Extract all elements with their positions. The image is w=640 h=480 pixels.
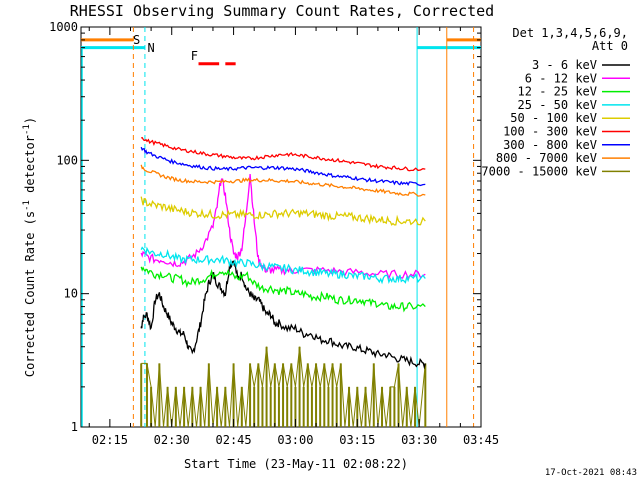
y-axis-label-sup: -1 [22,200,32,211]
chart-title: RHESSI Observing Summary Count Rates, Co… [70,2,494,20]
series-line-0 [140,260,426,370]
series-line-5 [141,136,426,172]
series-line-2 [140,266,426,313]
series-line-3 [140,246,426,285]
x-tick-label: 02:30 [154,433,190,447]
series-line-4 [140,196,426,226]
legend-label: 25 - 50 keV [518,98,597,112]
legend-label: 800 - 7000 keV [496,151,597,165]
x-tick-label: 02:45 [216,433,252,447]
legend-label: 3 - 6 keV [532,58,597,72]
x-tick-label: 03:45 [463,433,499,447]
series-line-7 [140,164,426,197]
x-axis-label: Start Time (23-May-11 02:08:22) [184,457,408,471]
annotation-s: S [133,33,140,47]
legend-label: 100 - 300 keV [503,125,597,139]
y-ticks: 1 10 100 1000 [49,20,481,434]
y-axis-label: Corrected Count Rate (s-1 detector-1) [22,117,37,377]
y-tick-label: 1000 [49,20,78,34]
x-tick-label: 03:30 [401,433,437,447]
series-lines [140,136,427,428]
legend-header-2: Att 0 [592,39,628,53]
legend-label: 6 - 12 keV [525,71,597,85]
y-tick-label: 1 [71,420,78,434]
legend-label: 50 - 100 keV [510,111,597,125]
y-axis-label-mid: detector [23,135,37,200]
legend-label: 12 - 25 keV [518,85,597,99]
y-tick-label: 10 [64,287,78,301]
annotation-n: N [147,41,154,55]
x-tick-label: 03:00 [277,433,313,447]
legend-label: 300 - 800 keV [503,138,597,152]
flag-segments [81,38,481,66]
x-tick-label: 03:15 [339,433,375,447]
y-axis-label-end: ) [23,117,37,124]
svg-text:Corrected Count Rate (s-1 dete: Corrected Count Rate (s-1 detector-1) [22,117,37,377]
annotations: SN F [133,33,198,63]
annotation-f: F [191,49,198,63]
plot-frame [80,26,482,428]
plot-border [80,26,482,428]
timestamp: 17-Oct-2021 08:43 [545,468,637,478]
y-tick-label: 100 [56,153,78,167]
y-axis-label-main: Corrected Count Rate (s [23,211,37,377]
legend-label: 7000 - 15000 keV [481,164,597,178]
x-tick-label: 02:15 [92,433,128,447]
y-axis-label-sup2: -1 [22,124,32,135]
legend-header-1: Det 1,3,4,5,6,9, [512,26,628,40]
series-line-6 [140,146,426,187]
x-ticks: 02:15 02:30 02:45 03:00 03:15 03:30 03:45 [88,27,499,447]
